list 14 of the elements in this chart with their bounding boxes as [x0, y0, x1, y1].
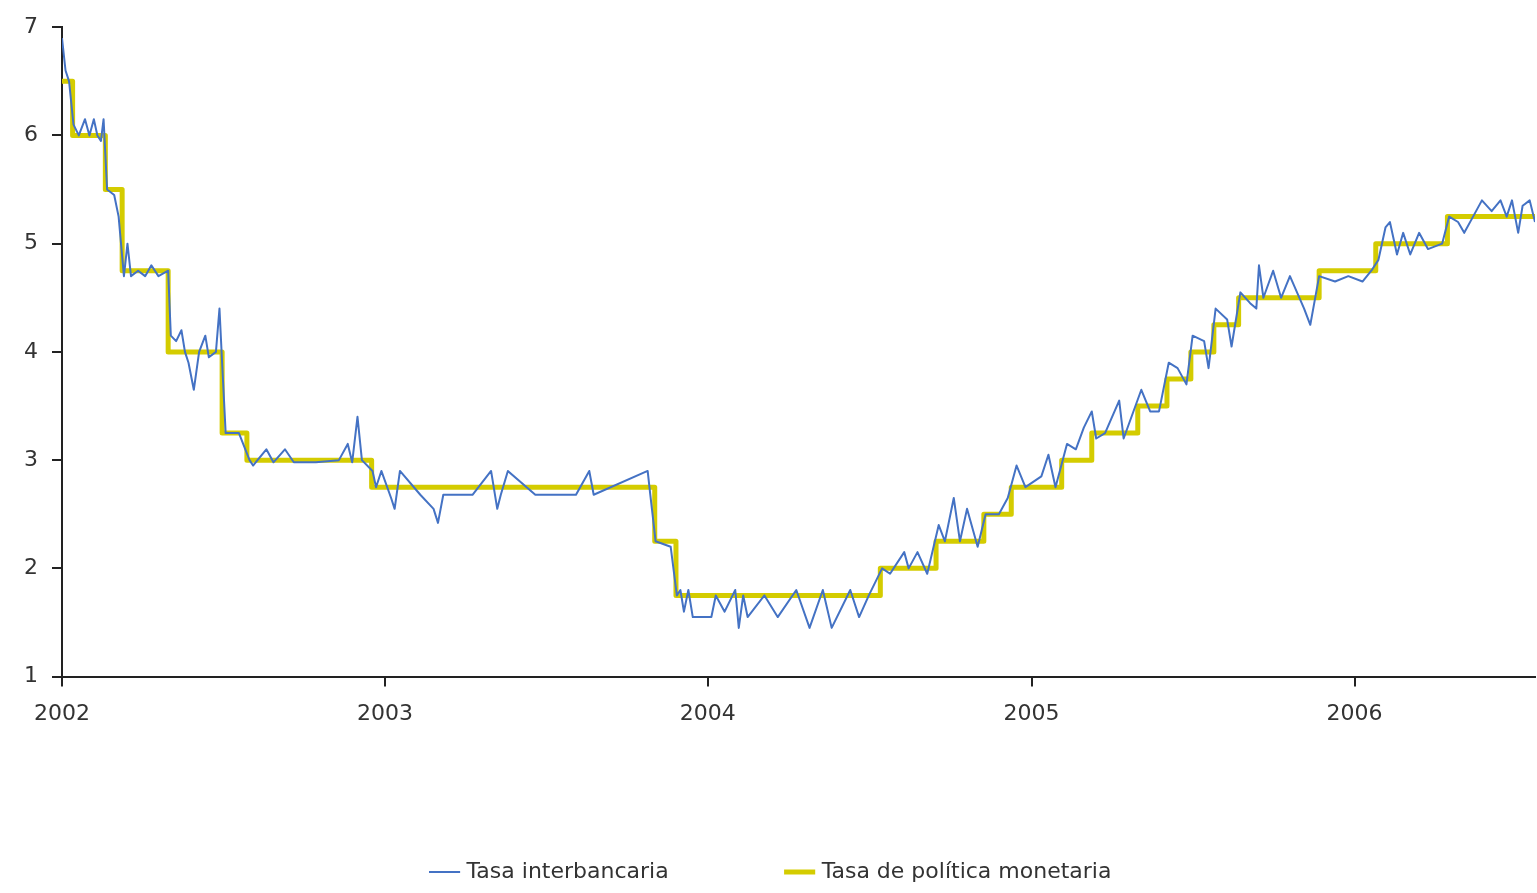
x-tick-label: 2005: [1003, 699, 1060, 725]
x-tick-label: 2003: [356, 699, 413, 725]
x-tick-label: 2004: [679, 699, 736, 725]
y-tick-label: 3: [24, 445, 38, 471]
y-tick-label: 1: [24, 662, 38, 688]
y-tick-label: 2: [24, 554, 38, 580]
y-tick-label: 7: [24, 12, 38, 38]
legend-label: Tasa de política monetaria: [820, 857, 1112, 883]
y-tick-label: 4: [24, 337, 38, 363]
y-tick-label: 6: [24, 121, 38, 147]
legend-label: Tasa interbancaria: [465, 857, 669, 883]
x-tick-label: 2002: [34, 699, 90, 725]
y-tick-label: 5: [24, 229, 38, 255]
x-tick-label: 2006: [1326, 699, 1383, 725]
